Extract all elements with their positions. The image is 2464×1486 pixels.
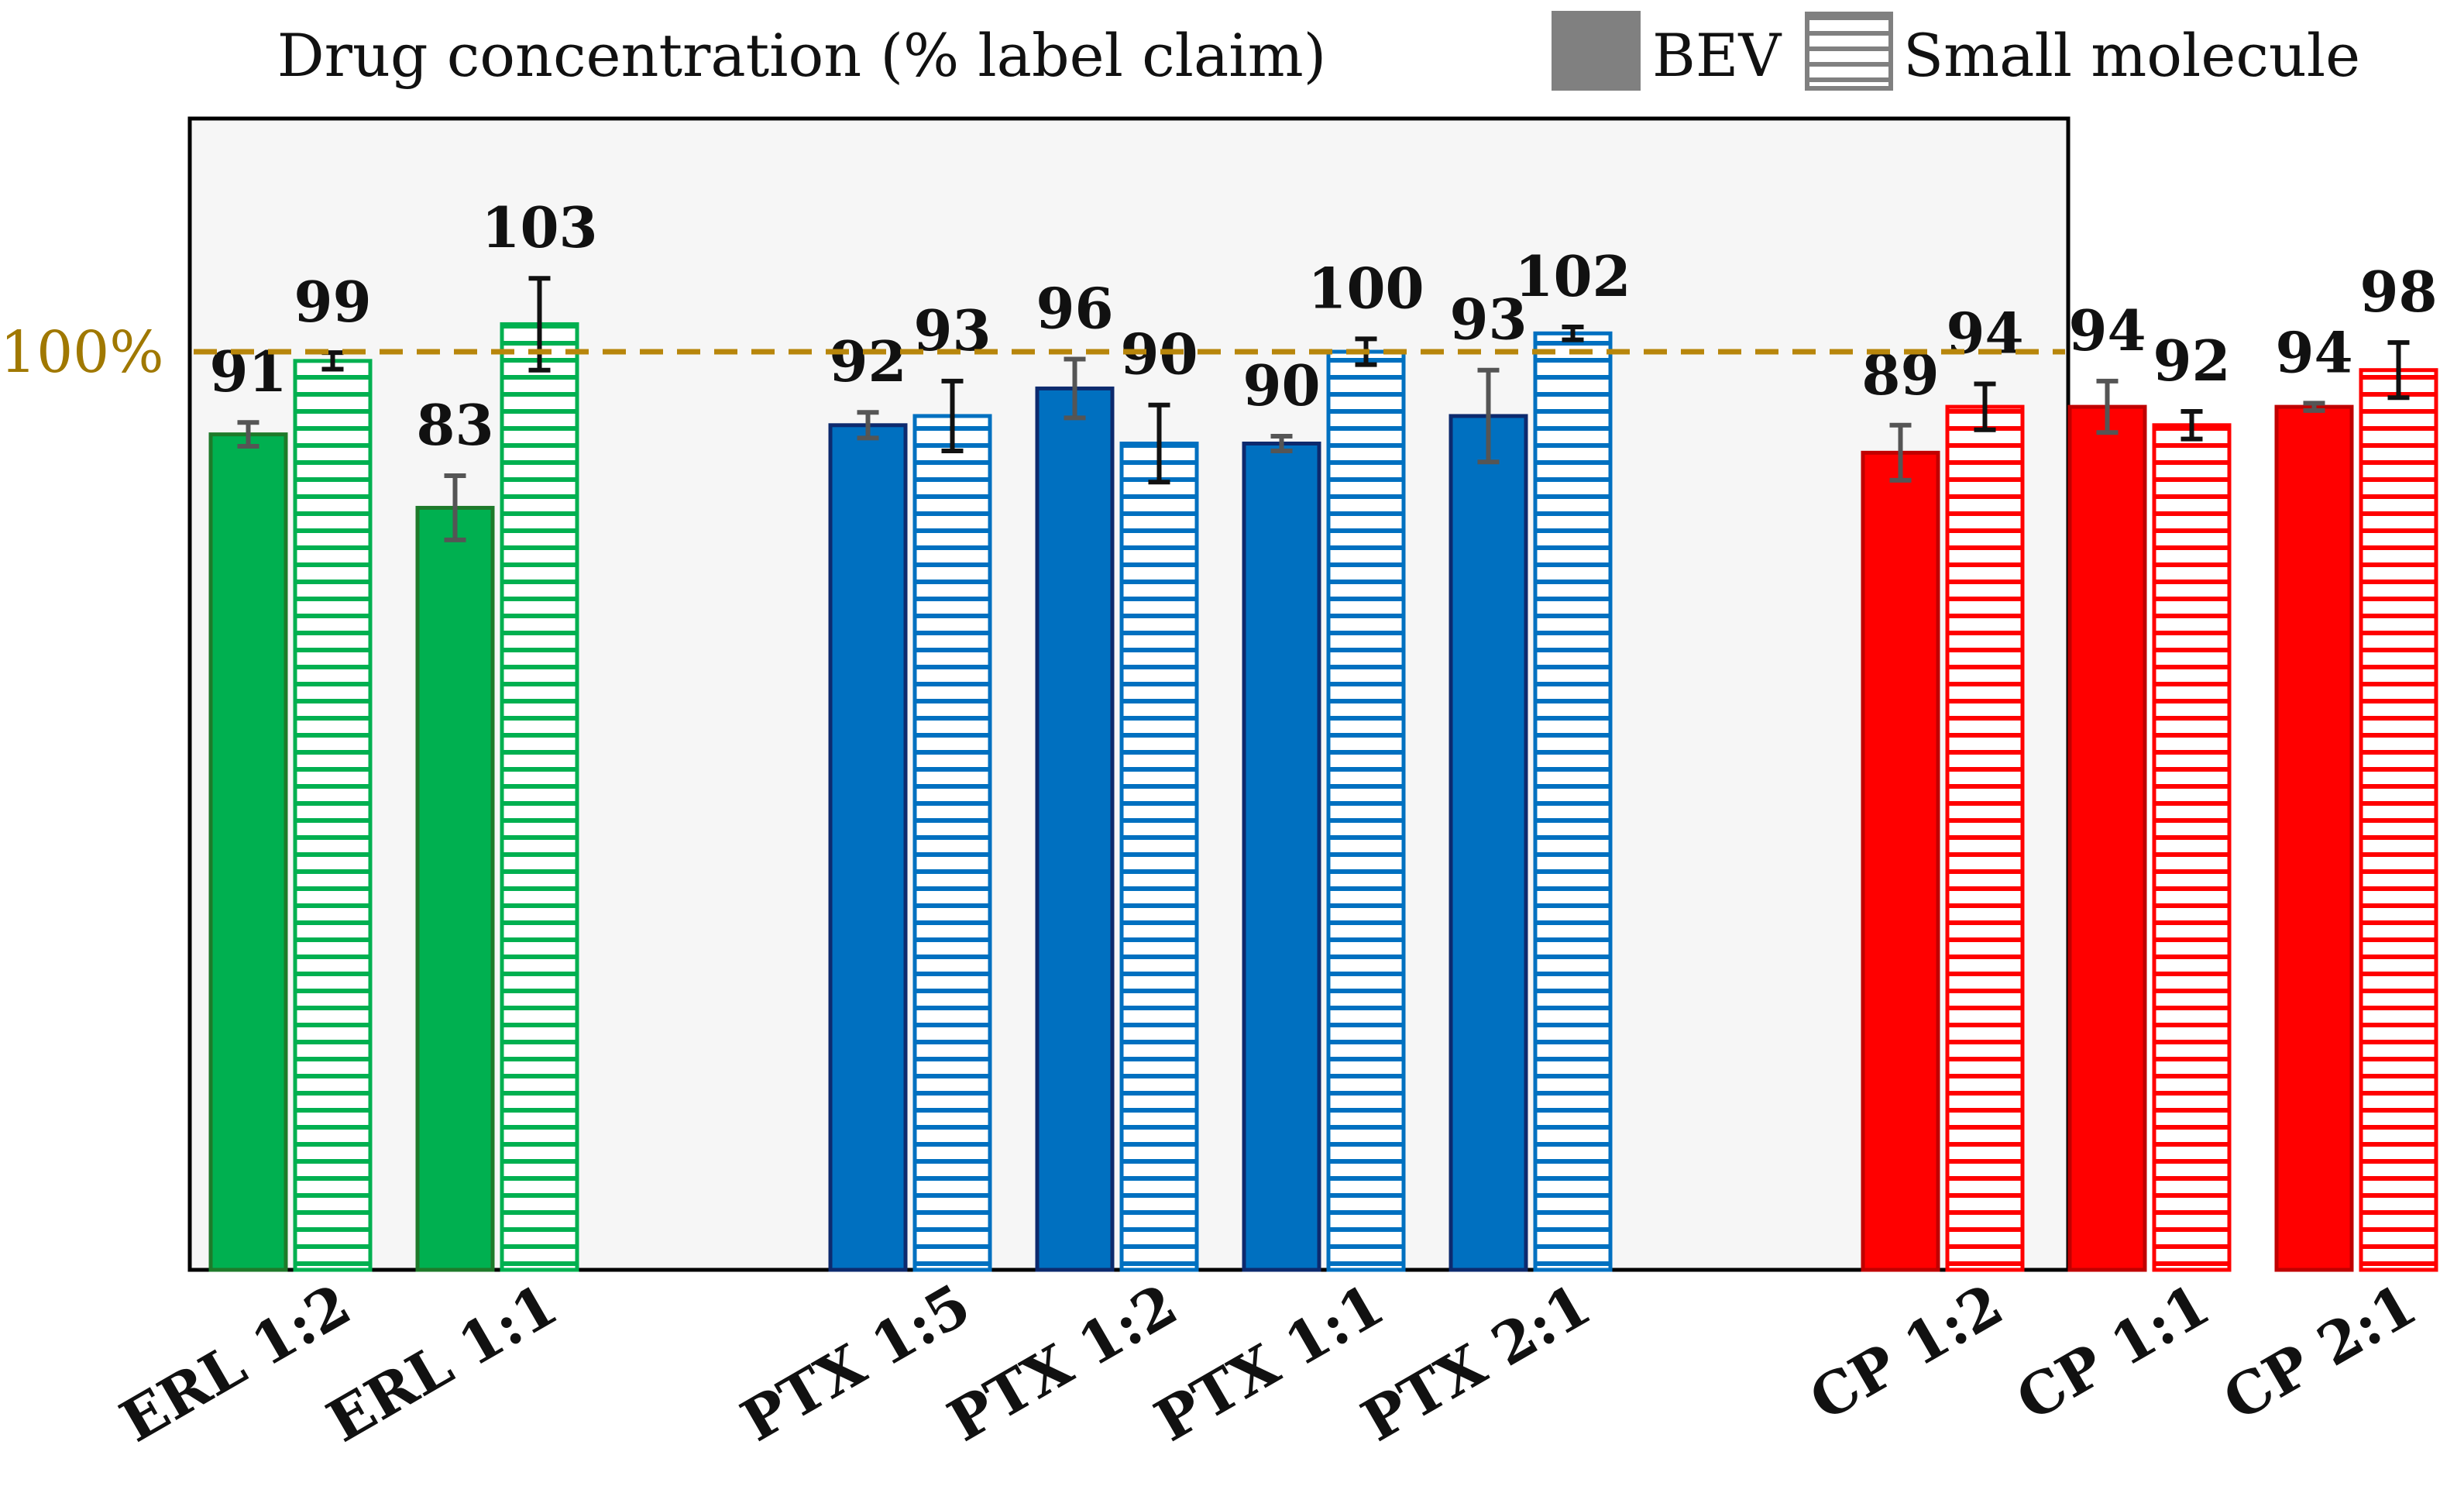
- error-bar-bev-erl-1-1: [444, 473, 466, 542]
- bar-bev-ptx-1-1: [1242, 442, 1321, 1272]
- category-label-ptx-2-1: PTX 2:1: [1351, 1271, 1602, 1455]
- value-label-bev-ptx-1-1: 90: [1242, 353, 1320, 418]
- bar-small-molecule-ptx-1-1: [1326, 349, 1406, 1272]
- error-bar-bev-ptx-1-2: [1064, 356, 1086, 421]
- category-label-erl-1-1: ERL 1:1: [317, 1271, 569, 1455]
- bar-small-molecule-ptx-2-1: [1533, 331, 1613, 1272]
- error-bar-small-molecule-cp-2-1: [2387, 340, 2410, 401]
- value-label-small-molecule-ptx-2-1: 102: [1514, 243, 1631, 309]
- bar-bev-ptx-1-2: [1035, 386, 1115, 1272]
- error-bar-small-molecule-ptx-1-5: [941, 378, 964, 453]
- error-bar-bev-cp-1-1: [2096, 378, 2119, 435]
- chart-title: Drug concentration (% label claim): [277, 21, 1327, 90]
- error-bar-bev-cp-1-2: [1889, 422, 1912, 483]
- legend-swatch-bev: [1552, 11, 1641, 91]
- error-bar-small-molecule-cp-1-1: [2180, 409, 2203, 442]
- reference-line-label: 100%: [0, 319, 164, 386]
- bar-small-molecule-erl-1-2: [293, 359, 373, 1272]
- value-label-bev-cp-1-1: 94: [2068, 298, 2146, 363]
- category-label-cp-2-1: CP 2:1: [2213, 1271, 2428, 1434]
- legend: BEV Small molecule: [1552, 11, 2360, 91]
- value-label-small-molecule-cp-1-2: 94: [1946, 300, 2023, 366]
- value-label-small-molecule-erl-1-1: 103: [481, 194, 597, 260]
- bar-bev-ptx-2-1: [1449, 414, 1528, 1272]
- error-bar-bev-cp-2-1: [2303, 401, 2325, 413]
- bar-small-molecule-ptx-1-5: [912, 414, 992, 1272]
- error-bar-small-molecule-ptx-2-1: [1562, 325, 1584, 342]
- category-label-ptx-1-2: PTX 1:2: [937, 1271, 1188, 1455]
- bar-bev-ptx-1-5: [828, 423, 908, 1272]
- value-label-bev-ptx-1-5: 92: [829, 329, 906, 394]
- bar-bev-erl-1-2: [208, 432, 288, 1272]
- category-label-ptx-1-5: PTX 1:5: [730, 1271, 981, 1455]
- bar-bev-cp-1-2: [1861, 450, 1940, 1272]
- value-label-bev-erl-1-2: 91: [209, 339, 287, 404]
- bar-small-molecule-cp-1-2: [1945, 404, 2025, 1272]
- category-label-cp-1-1: CP 1:1: [2006, 1271, 2221, 1434]
- bar-small-molecule-ptx-1-2: [1119, 442, 1199, 1272]
- legend-label-small-molecule: Small molecule: [1903, 21, 2360, 90]
- bar-bev-cp-2-1: [2274, 404, 2354, 1272]
- legend-label-bev: BEV: [1652, 21, 1782, 90]
- bar-bev-erl-1-1: [415, 505, 495, 1272]
- error-bar-small-molecule-ptx-1-2: [1148, 402, 1170, 485]
- error-bar-bev-ptx-1-5: [857, 410, 879, 441]
- category-label-cp-1-2: CP 1:2: [1799, 1271, 2014, 1434]
- bar-bev-cp-1-1: [2067, 404, 2147, 1272]
- error-bar-bev-erl-1-2: [237, 420, 259, 449]
- value-label-bev-ptx-2-1: 93: [1449, 287, 1527, 353]
- category-label-erl-1-2: ERL 1:2: [110, 1271, 362, 1455]
- error-bar-bev-ptx-2-1: [1477, 367, 1500, 465]
- value-label-bev-erl-1-1: 83: [416, 392, 493, 458]
- value-label-small-molecule-cp-2-1: 98: [2359, 259, 2437, 325]
- error-bar-small-molecule-cp-1-2: [1974, 381, 1996, 432]
- legend-swatch-small-molecule: [1805, 12, 1893, 91]
- error-bar-small-molecule-erl-1-1: [528, 276, 551, 373]
- value-label-bev-ptx-1-2: 96: [1036, 275, 1113, 341]
- category-label-ptx-1-1: PTX 1:1: [1144, 1271, 1395, 1455]
- bar-small-molecule-cp-1-1: [2152, 423, 2232, 1272]
- bar-small-molecule-erl-1-1: [500, 322, 579, 1272]
- value-label-small-molecule-ptx-1-1: 100: [1308, 255, 1424, 321]
- error-bar-bev-ptx-1-1: [1270, 434, 1293, 453]
- bar-small-molecule-cp-2-1: [2359, 368, 2438, 1272]
- value-label-bev-cp-2-1: 94: [2275, 319, 2352, 385]
- value-label-small-molecule-cp-1-1: 92: [2153, 328, 2230, 394]
- value-label-small-molecule-erl-1-2: 99: [294, 269, 371, 335]
